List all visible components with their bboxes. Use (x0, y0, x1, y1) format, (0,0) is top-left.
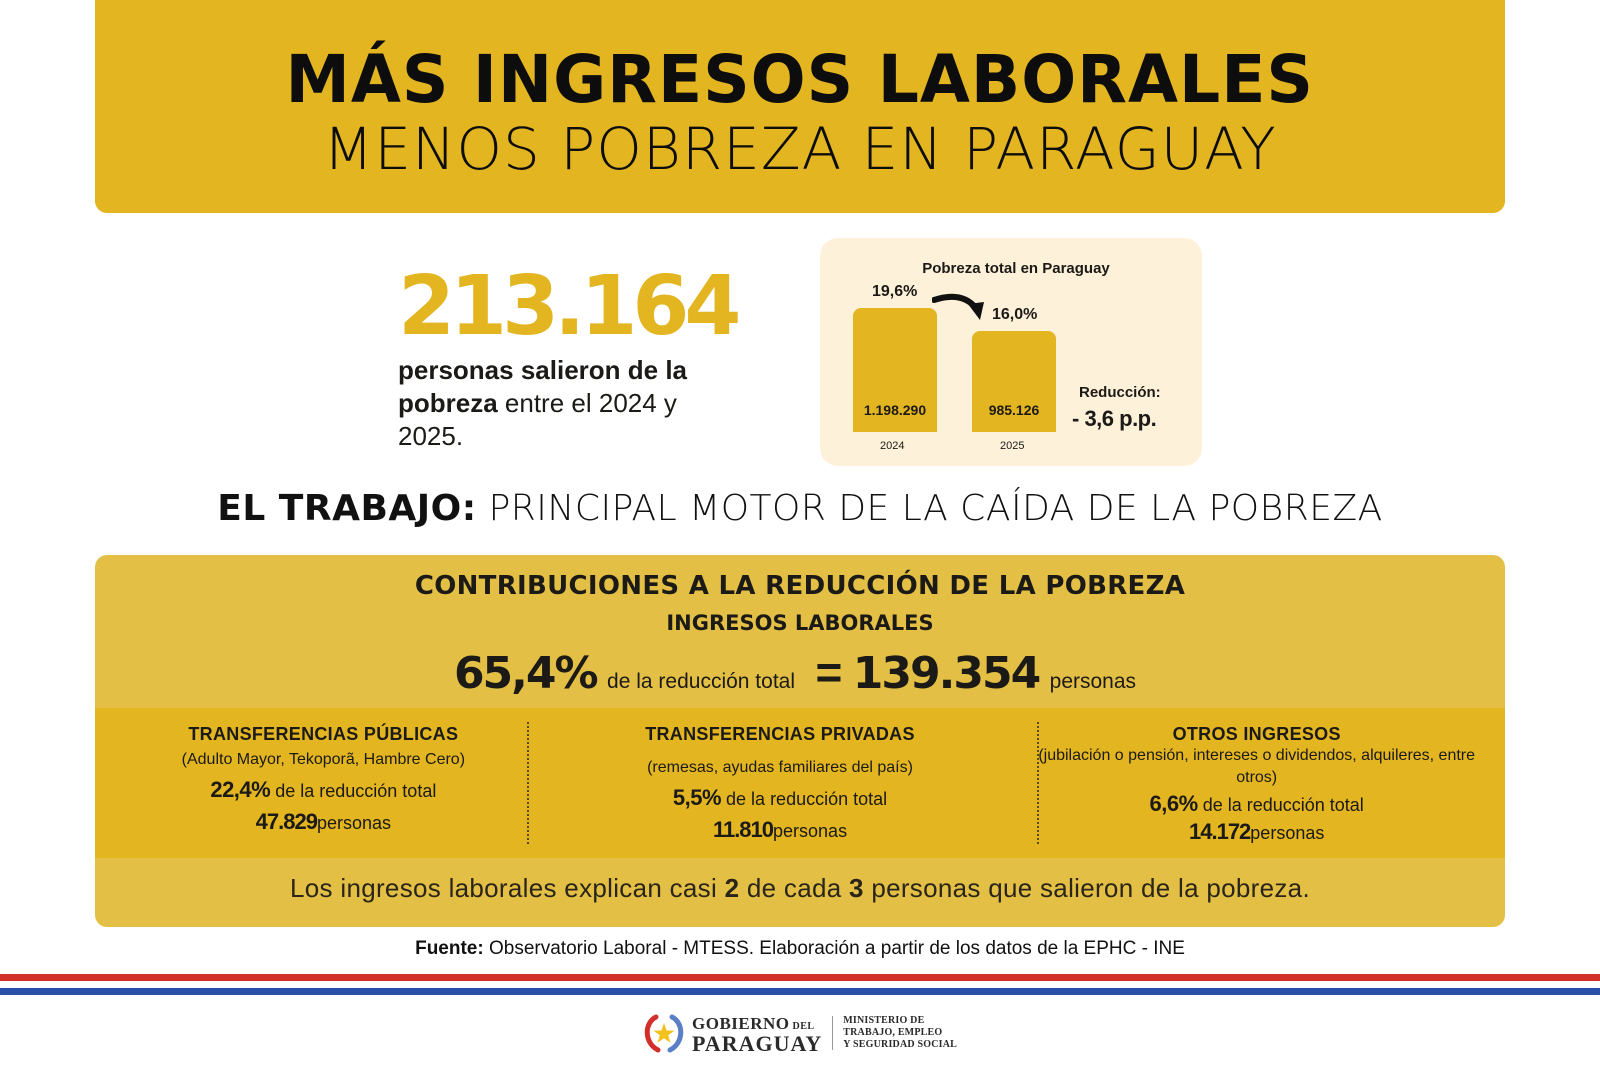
column-description: (Adulto Mayor, Tekoporã, Hambre Cero) (181, 751, 466, 768)
gov-line1: GOBIERNO (692, 1013, 790, 1033)
column-pct: 22,4% de la reducción total (95, 777, 552, 803)
contributions-box: CONTRIBUCIONES A LA REDUCCIÓN DE LA POBR… (95, 555, 1505, 927)
ministry-line2: TRABAJO, EMPLEO (843, 1027, 943, 1038)
stat-desc-regular: entre el 2024 y 2025. (398, 388, 677, 451)
private-transfers-column: TRANSFERENCIAS PRIVADAS (remesas, ayudas… (552, 708, 1009, 858)
ministry-line3: Y SEGURIDAD SOCIAL (843, 1039, 958, 1050)
government-logo: GOBIERNO DEL PARAGUAY MINISTERIO DE TRAB… (642, 1013, 957, 1056)
headline-stat: 213.164 personas salieron de la pobreza … (398, 259, 741, 453)
stat-number: 213.164 (398, 259, 741, 354)
contributions-footer: Los ingresos laborales explican casi 2 d… (95, 873, 1505, 904)
flag-stripe-blue (0, 988, 1600, 995)
labor-income-people: 139.354 (852, 648, 1041, 699)
bar-2024: 1.198.290 (853, 308, 937, 432)
ministry-line1: MINISTERIO DE (843, 1015, 925, 1026)
bar-2025-year: 2025 (1000, 440, 1025, 452)
footer-text: personas que salieron de la pobreza. (863, 873, 1310, 903)
column-people-suffix: personas (316, 813, 392, 833)
footer-text: de cada (739, 873, 850, 903)
stat-desc-bold: personas salieron de la pobreza (398, 355, 688, 418)
column-pct-suffix: de la reducción total (721, 789, 888, 809)
column-divider (527, 722, 529, 844)
page-subtitle: MENOS POBREZA EN PARAGUAY (323, 114, 1277, 183)
bar-2024-pct: 19,6% (872, 283, 918, 300)
footer-number: 3 (849, 873, 864, 903)
column-title: TRANSFERENCIAS PRIVADAS (645, 724, 915, 744)
column-people: 11.810personas (552, 817, 1009, 843)
column-pct-value: 22,4% (210, 777, 271, 802)
flag-stripe-red (0, 974, 1600, 981)
contributions-breakdown: TRANSFERENCIAS PÚBLICAS (Adulto Mayor, T… (95, 708, 1505, 858)
column-pct: 5,5% de la reducción total (552, 785, 1009, 811)
gov-line2: PARAGUAY (692, 1030, 823, 1056)
equals-sign: = (815, 646, 843, 698)
government-name: GOBIERNO DEL PARAGUAY (692, 1013, 823, 1056)
section-subtitle: EL TRABAJO: PRINCIPAL MOTOR DE LA CAÍDA … (0, 488, 1600, 529)
labor-income-people-suffix: personas (1049, 670, 1137, 693)
decrease-arrow-icon (932, 293, 984, 320)
column-people: 14.172personas (1028, 819, 1485, 845)
column-description: (jubilación o pensión, intereses o divid… (1038, 747, 1476, 786)
footer-number: 2 (724, 873, 740, 903)
reduction-label: Reducción: (1079, 384, 1161, 401)
stat-description: personas salieron de la pobreza entre el… (398, 354, 738, 453)
source-label: Fuente: (415, 938, 484, 959)
column-people-suffix: personas (773, 821, 848, 841)
column-title: OTROS INGRESOS (1172, 724, 1341, 744)
column-people-suffix: personas (1250, 823, 1325, 843)
column-pct-value: 5,5% (672, 785, 722, 810)
labor-income-pct: 65,4% (453, 648, 599, 699)
labor-income-stat: 65,4% de la reducción total = 139.354 pe… (95, 645, 1505, 699)
gov-line1-small: DEL (792, 1020, 815, 1032)
ministry-name: MINISTERIO DE TRABAJO, EMPLEO Y SEGURIDA… (843, 1015, 957, 1051)
column-people-value: 47.829 (255, 809, 318, 834)
bar-2025: 985.126 (972, 331, 1056, 432)
column-people-value: 14.172 (1189, 819, 1251, 844)
header-banner: MÁS INGRESOS LABORALES MENOS POBREZA EN … (95, 0, 1505, 213)
page-title: MÁS INGRESOS LABORALES (285, 40, 1315, 118)
labor-income-pct-suffix: de la reducción total (607, 670, 796, 693)
labor-income-label: INGRESOS LABORALES (666, 611, 934, 635)
source-text: Observatorio Laboral - MTESS. Elaboració… (483, 938, 1185, 959)
column-pct-suffix: de la reducción total (270, 781, 437, 801)
other-income-column: OTROS INGRESOS (jubilación o pensión, in… (1008, 708, 1505, 858)
chart-title: Pobreza total en Paraguay (922, 260, 1110, 277)
column-people-value: 11.810 (712, 817, 774, 842)
source-note: Fuente: Observatorio Laboral - MTESS. El… (0, 938, 1600, 960)
column-title: TRANSFERENCIAS PÚBLICAS (188, 724, 459, 744)
column-description: (remesas, ayudas familiares del país) (647, 759, 913, 776)
bar-2024-year: 2024 (880, 440, 905, 452)
column-pct-value: 6,6% (1149, 791, 1199, 816)
poverty-chart-card: Pobreza total en Paraguay 19,6% 1.198.29… (820, 238, 1202, 466)
logo-separator (832, 1016, 834, 1050)
column-people: 47.829personas (95, 809, 552, 835)
column-pct-suffix: de la reducción total (1197, 795, 1364, 815)
bar-2025-people: 985.126 (988, 402, 1040, 418)
bar-2025-pct: 16,0% (992, 306, 1038, 323)
government-seal-icon (644, 1014, 684, 1053)
footer-text: Los ingresos laborales explican casi (290, 873, 725, 903)
contributions-title: CONTRIBUCIONES A LA REDUCCIÓN DE LA POBR… (414, 571, 1186, 601)
subtitle-bold: EL TRABAJO: (217, 488, 477, 529)
public-transfers-column: TRANSFERENCIAS PÚBLICAS (Adulto Mayor, T… (95, 708, 552, 858)
column-pct: 6,6% de la reducción total (1028, 791, 1485, 817)
reduction-value: - 3,6 p.p. (1072, 406, 1157, 431)
subtitle-regular: PRINCIPAL MOTOR DE LA CAÍDA DE LA POBREZ… (476, 488, 1383, 529)
column-divider (1037, 722, 1039, 844)
bar-2024-people: 1.198.290 (863, 402, 927, 418)
